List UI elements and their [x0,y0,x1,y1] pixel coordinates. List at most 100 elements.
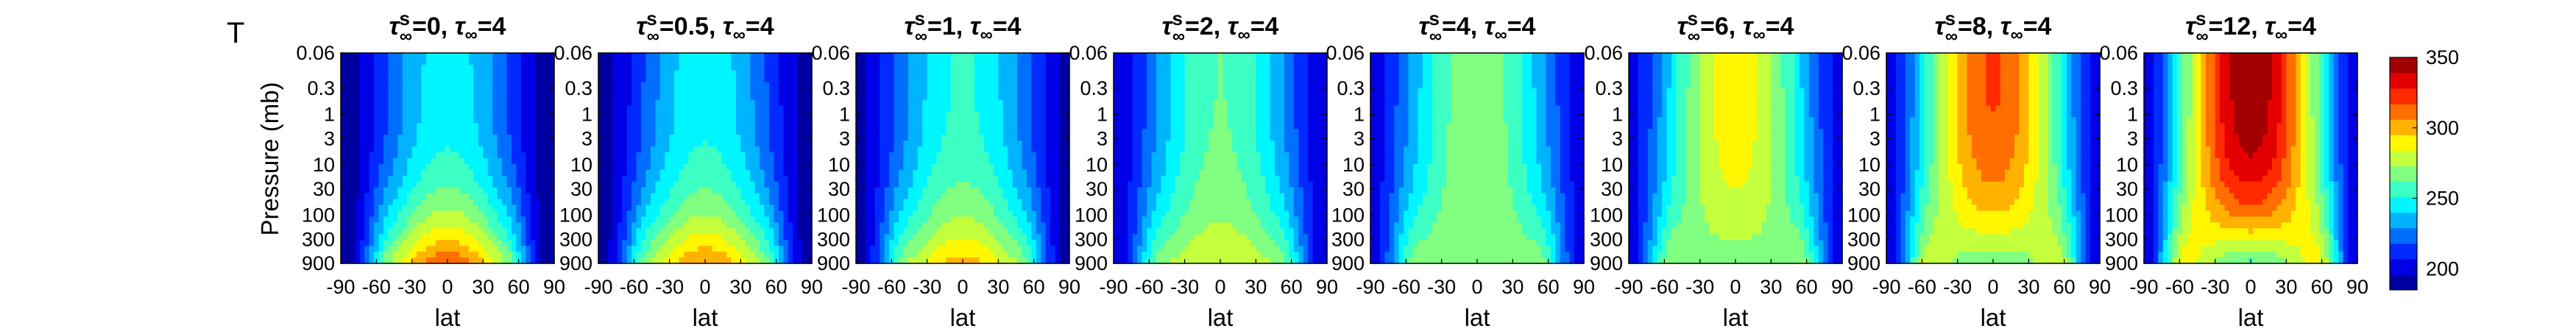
heatmap-cell [969,99,975,107]
heatmap-cell [950,240,956,246]
heatmap-cell [865,76,871,83]
heatmap-cell [626,187,632,194]
heatmap-cell [936,193,942,200]
heatmap-cell [960,210,966,218]
heatmap-cell [802,88,808,95]
heatmap-cell [603,169,609,177]
heatmap-cell [345,76,351,83]
heatmap-cell [516,228,522,235]
heatmap-cell [984,70,990,77]
heatmap-cell [1060,76,1066,83]
heatmap-cell [539,199,545,206]
heatmap-cell [417,123,422,129]
heatmap-cell [899,111,905,118]
heatmap-cell [603,58,609,65]
heatmap-cell [899,199,905,206]
heatmap-cell [506,152,512,159]
heatmap-cell [764,111,770,118]
heatmap-cell [645,129,651,135]
heatmap-cell [426,257,432,264]
heatmap-cell [1050,252,1056,258]
heatmap-cell [665,111,670,118]
panel-letter: T [227,17,244,49]
heatmap-cell [636,175,642,182]
heatmap-cell [740,199,746,206]
heatmap-cell [650,135,656,141]
heatmap-cell [1031,252,1037,258]
heatmap-cell [965,216,971,223]
heatmap-cell [612,193,618,200]
heatmap-cell [899,117,905,124]
heatmap-cell [392,252,398,258]
heatmap-cell [492,257,498,264]
heatmap-cell [884,222,890,229]
heatmap-cell [383,152,389,159]
heatmap-cell [1055,163,1061,171]
heatmap-cell [1027,216,1033,223]
heatmap-cell [454,70,460,77]
heatmap-cell [754,129,760,135]
heatmap-cell [960,105,966,113]
heatmap-cell [383,123,389,129]
y-tick-label: 100 [817,205,850,227]
heatmap-cell [421,246,427,252]
heatmap-cell [650,210,656,218]
heatmap-cell [903,64,909,71]
heatmap-cell [927,88,933,95]
heatmap-cell [899,181,905,188]
heatmap-cell [769,193,775,200]
heatmap-cell [932,93,938,101]
heatmap-cell [478,105,484,113]
heatmap-cell [907,158,913,165]
heatmap-cell [369,53,375,60]
heatmap-cell [450,205,456,212]
heatmap-cell [880,205,885,212]
heatmap-cell [1002,158,1008,165]
heatmap-cell [359,210,365,218]
heatmap-cell [802,129,808,135]
y-tick-label: 30 [570,178,592,200]
heatmap-cell [1060,82,1066,89]
heatmap-cell [1036,169,1041,177]
heatmap-cell [598,123,604,129]
heatmap-cell [778,175,784,182]
heatmap-cell [549,216,555,223]
heatmap-cell [979,146,985,153]
heatmap-cell [707,240,713,246]
heatmap-cell [359,252,365,258]
heatmap-cell [1002,152,1008,159]
heatmap-cell [1022,228,1027,235]
heatmap-cell [659,53,665,60]
heatmap-cell [860,205,866,212]
heatmap-cell [411,175,417,182]
heatmap-cell [907,246,913,252]
heatmap-cell [955,163,961,171]
heatmap-cell [464,76,470,83]
heatmap-cell [369,163,375,171]
heatmap-cell [865,70,871,77]
heatmap-cell [870,228,876,235]
heatmap-cell [778,257,784,264]
heatmap-cell [932,58,938,65]
heatmap-cell [607,99,613,107]
heatmap-cell [417,169,422,177]
heatmap-cell [693,123,698,129]
heatmap-cell [364,252,370,258]
heatmap-cell [665,181,670,188]
heatmap-cell [506,76,512,83]
heatmap-cell [684,199,690,206]
heatmap-cell [450,146,456,153]
heatmap-cell [497,210,503,218]
heatmap-cell [998,111,1004,118]
heatmap-cell [731,175,737,182]
heatmap-cell [712,222,718,229]
heatmap-cell [684,187,690,194]
heatmap-cell [641,70,647,77]
heatmap-cell [545,146,551,153]
heatmap-cell [1017,181,1023,188]
heatmap-cell [950,93,956,101]
heatmap-cell [754,210,760,218]
heatmap-cell [774,228,779,235]
heatmap-cell [431,105,436,113]
heatmap-cell [865,111,871,118]
